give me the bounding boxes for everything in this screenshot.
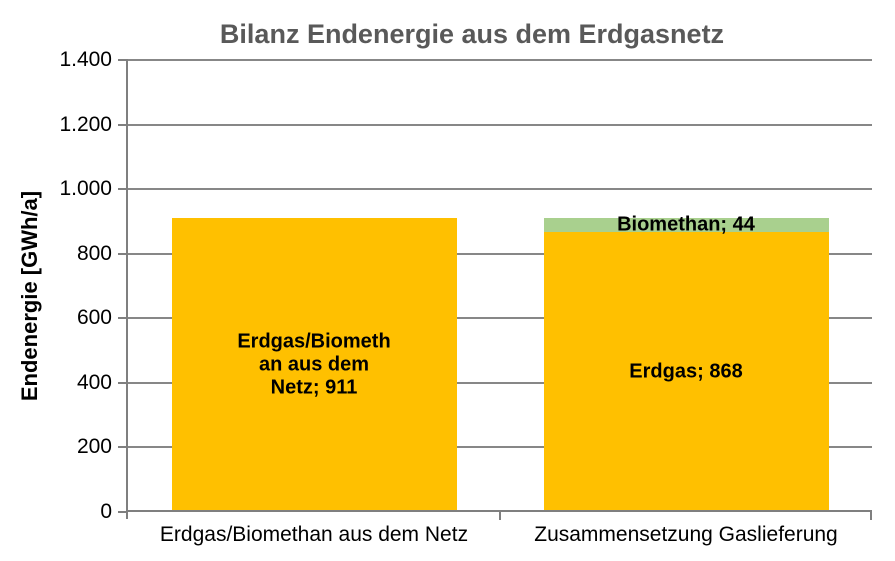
y-axis-title: Endenergie [GWh/a] bbox=[17, 190, 42, 402]
data-label-erdgas: Erdgas; 868 bbox=[629, 361, 742, 384]
bar-segment-erdgas bbox=[544, 232, 829, 512]
data-label-line: Erdgas/Biometh bbox=[237, 330, 391, 353]
bar-segment-erdgas-biomethan-aus-dem-netz bbox=[172, 218, 457, 512]
x-tick bbox=[870, 510, 872, 520]
y-tick-label: 1.400 bbox=[59, 48, 112, 71]
gridline bbox=[128, 59, 872, 61]
gridline bbox=[128, 124, 872, 126]
gridline bbox=[128, 253, 872, 255]
bar-segment-biomethan bbox=[544, 218, 829, 232]
plot-area: Erdgas/Biometh an aus dem Netz; 911 Erdgas;… bbox=[128, 59, 872, 512]
y-tick bbox=[118, 59, 128, 61]
y-tick bbox=[118, 511, 128, 513]
data-label-biomethan: Biomethan; 44 bbox=[617, 214, 755, 237]
chart-title: Bilanz Endenergie aus dem Erdgasnetz bbox=[219, 19, 725, 49]
y-tick bbox=[118, 382, 128, 384]
x-category-label-zusammensetzung-gaslieferung: Zusammensetzung Gaslieferung bbox=[534, 523, 838, 546]
y-axis bbox=[126, 60, 128, 519]
x-category-label-erdgas-biomethan-aus-dem-netz: Erdgas/Biomethan aus dem Netz bbox=[159, 523, 469, 546]
y-tick bbox=[118, 446, 128, 448]
data-label-line: an aus dem bbox=[258, 353, 370, 376]
gridline bbox=[128, 317, 872, 319]
y-tick-label: 200 bbox=[76, 435, 112, 458]
y-tick-label: 1.200 bbox=[59, 113, 112, 136]
gridline bbox=[128, 382, 872, 384]
data-label-line: Netz; 911 bbox=[270, 376, 358, 399]
y-tick bbox=[118, 253, 128, 255]
y-tick-label: 1.000 bbox=[59, 177, 112, 200]
gridline bbox=[128, 446, 872, 448]
y-tick-label: 0 bbox=[100, 500, 112, 523]
data-label-erdgas-biomethan-aus-dem-netz: Erdgas/Biometh an aus dem Netz; 911 bbox=[237, 331, 390, 400]
y-tick bbox=[118, 317, 128, 319]
gridline bbox=[128, 188, 872, 190]
data-label-line: Erdgas; 868 bbox=[629, 360, 743, 383]
x-tick bbox=[499, 510, 501, 520]
data-label-line: Biomethan; 44 bbox=[617, 213, 755, 236]
y-tick-label: 600 bbox=[76, 306, 112, 329]
y-tick-label: 400 bbox=[76, 371, 112, 394]
y-tick-label: 800 bbox=[76, 242, 112, 265]
y-tick bbox=[118, 188, 128, 190]
y-tick bbox=[118, 124, 128, 126]
